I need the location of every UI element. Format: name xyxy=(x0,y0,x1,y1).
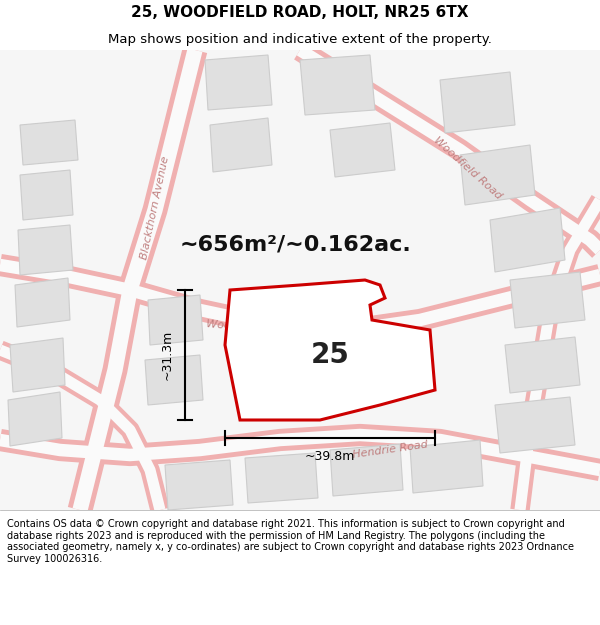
Polygon shape xyxy=(20,170,73,220)
Polygon shape xyxy=(8,392,62,446)
Polygon shape xyxy=(15,278,70,327)
Text: Blackthorn Avenue: Blackthorn Avenue xyxy=(139,156,171,261)
Text: Hendrie Road: Hendrie Road xyxy=(352,440,428,460)
Polygon shape xyxy=(225,280,435,420)
Polygon shape xyxy=(260,315,333,375)
Polygon shape xyxy=(18,225,73,275)
Text: ~656m²/~0.162ac.: ~656m²/~0.162ac. xyxy=(179,235,411,255)
Polygon shape xyxy=(330,123,395,177)
Polygon shape xyxy=(490,208,565,272)
Polygon shape xyxy=(205,55,272,110)
Polygon shape xyxy=(330,444,403,496)
Polygon shape xyxy=(495,397,575,453)
Text: ~31.3m: ~31.3m xyxy=(161,330,173,380)
Polygon shape xyxy=(145,355,203,405)
Polygon shape xyxy=(148,295,203,345)
Polygon shape xyxy=(165,460,233,510)
Polygon shape xyxy=(410,440,483,493)
Polygon shape xyxy=(460,145,535,205)
Text: Woodfield Road: Woodfield Road xyxy=(206,319,294,337)
Polygon shape xyxy=(275,375,342,415)
Polygon shape xyxy=(210,118,272,172)
Polygon shape xyxy=(300,55,375,115)
Polygon shape xyxy=(440,72,515,133)
Text: Woodfield Road: Woodfield Road xyxy=(432,135,504,201)
Polygon shape xyxy=(20,120,78,165)
Text: ~39.8m: ~39.8m xyxy=(305,449,355,462)
Text: 25: 25 xyxy=(311,341,349,369)
Text: Contains OS data © Crown copyright and database right 2021. This information is : Contains OS data © Crown copyright and d… xyxy=(7,519,574,564)
Text: 25, WOODFIELD ROAD, HOLT, NR25 6TX: 25, WOODFIELD ROAD, HOLT, NR25 6TX xyxy=(131,5,469,20)
Polygon shape xyxy=(510,272,585,328)
Polygon shape xyxy=(505,337,580,393)
Polygon shape xyxy=(10,338,65,392)
Polygon shape xyxy=(245,453,318,503)
Text: Map shows position and indicative extent of the property.: Map shows position and indicative extent… xyxy=(108,34,492,46)
